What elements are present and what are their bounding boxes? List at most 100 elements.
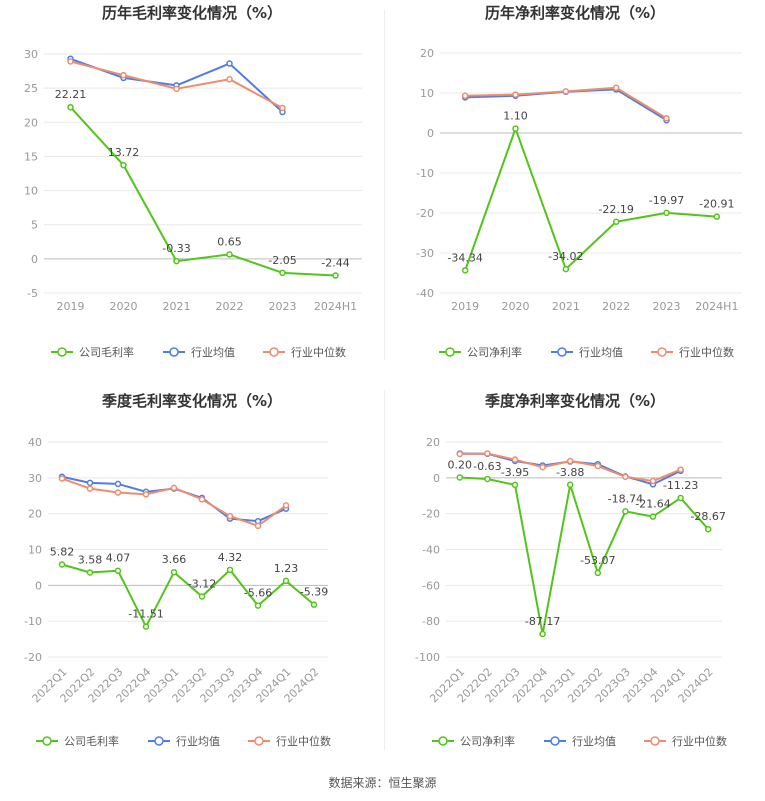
legend-swatch-marker (650, 736, 660, 746)
y-tick-label: 20 (28, 508, 42, 521)
data-label: 0.20 (448, 458, 473, 471)
data-point-company (713, 213, 721, 220)
data-label: -19.97 (649, 194, 684, 207)
legend-item-industry_avg: 行业均值 (551, 346, 623, 359)
data-point-company (279, 269, 286, 277)
chart-title: 历年净利率变化情况（%） (485, 4, 665, 22)
chart-panel-3: 季度毛利率变化情况（%）-20-100102030402022Q12022Q22… (24, 392, 331, 748)
data-point-industry_median (566, 457, 574, 465)
data-point-company (173, 257, 180, 265)
legend-item-industry_avg: 行业均值 (163, 346, 235, 359)
legend-swatch-marker (438, 736, 448, 746)
data-label: -5.39 (300, 586, 328, 599)
data-label: -5.66 (244, 587, 272, 600)
data-label: -22.19 (598, 203, 633, 216)
data-label: -34.02 (548, 250, 583, 263)
legend-item-company: 公司毛利率 (51, 345, 134, 359)
x-tick-label: 2024H1 (695, 300, 738, 313)
data-point-company (86, 569, 94, 576)
y-tick-label: -5 (27, 287, 38, 300)
legend-swatch-marker (550, 736, 560, 746)
x-tick-label: 2021 (163, 300, 191, 313)
series-line-company (61, 563, 315, 628)
vertical-divider-lower (384, 390, 385, 750)
y-tick-label: -10 (24, 615, 42, 628)
y-tick-label: 0 (31, 253, 38, 266)
data-point-industry_median (282, 502, 290, 509)
x-tick-label: 2019 (451, 300, 479, 313)
data-label: 1.10 (503, 110, 528, 123)
data-label: -28.67 (690, 510, 725, 523)
data-label: -3.95 (501, 466, 529, 479)
data-point-industry_median (279, 104, 286, 112)
data-point-industry_median (67, 58, 74, 65)
data-point-company (677, 494, 684, 502)
legend-item-industry_median: 行业中位数 (651, 345, 734, 359)
data-point-industry_median (170, 484, 178, 492)
data-point-company (332, 272, 339, 279)
legend-swatch-marker (557, 347, 567, 357)
data-label: -21.64 (635, 498, 670, 511)
data-point-company (594, 569, 602, 577)
series-line-industry_avg (61, 475, 287, 523)
data-label: -0.63 (473, 460, 501, 473)
chart-title: 历年毛利率变化情况（%） (102, 4, 282, 22)
data-point-industry_median (562, 88, 570, 95)
y-tick-label: 20 (420, 47, 434, 60)
legend-label: 公司净利率 (460, 734, 515, 748)
data-point-company (120, 161, 127, 169)
data-point-industry_median (120, 71, 127, 79)
y-tick-label: 40 (28, 436, 42, 449)
y-tick-label: -40 (416, 287, 434, 300)
data-label: 3.66 (162, 553, 187, 566)
legend-item-industry_avg: 行业均值 (148, 735, 220, 748)
data-point-industry_median (198, 496, 206, 503)
series-line-company (464, 127, 717, 271)
data-point-company (67, 103, 74, 111)
data-point-industry_median (512, 91, 519, 98)
y-tick-label: 0 (427, 127, 434, 140)
legend-item-industry_median: 行业中位数 (644, 734, 727, 748)
x-tick-label: 2020 (502, 300, 530, 313)
y-tick-label: 25 (24, 82, 38, 95)
data-point-company (622, 508, 629, 515)
data-label: 1.23 (274, 562, 299, 575)
data-point-industry_median (663, 114, 670, 122)
x-tick-label: 2020 (110, 300, 138, 313)
data-point-company (142, 623, 150, 630)
data-point-company (663, 209, 670, 217)
legend-label: 公司毛利率 (64, 734, 119, 748)
legend-label: 行业中位数 (672, 734, 727, 748)
data-point-industry_median (58, 475, 66, 482)
legend-swatch-marker (42, 736, 52, 746)
y-tick-label: -40 (422, 544, 440, 557)
data-point-company (484, 475, 491, 483)
data-point-industry_median (622, 473, 629, 481)
y-tick-label: 30 (28, 472, 42, 485)
data-point-company (114, 567, 122, 574)
legend-swatch-marker (254, 736, 264, 746)
y-tick-label: -20 (416, 207, 434, 220)
y-tick-label: 20 (426, 436, 440, 449)
data-source: 数据来源：恒生聚源 (328, 776, 437, 790)
legend-label: 行业中位数 (276, 734, 331, 748)
legend-swatch-marker (57, 347, 67, 357)
data-point-industry_median (226, 512, 234, 520)
data-point-company (511, 481, 519, 489)
y-tick-label: 10 (420, 87, 434, 100)
chart-panel-1: 历年毛利率变化情况（%） -5 0 5 10 15 20 25 30 2019 2020 2021 20… (24, 4, 362, 359)
y-tick-label: 0 (433, 472, 440, 485)
data-label: -2.44 (321, 257, 349, 270)
x-tick-label: 2019 (57, 300, 85, 313)
data-point-industry_avg (114, 480, 122, 488)
legend-item-industry_avg: 行业均值 (544, 735, 616, 748)
data-point-company (282, 577, 290, 585)
legend: 公司净利率 行业均值 行业中位数 (432, 734, 727, 748)
x-tick-label: 2023 (269, 300, 297, 313)
x-tick-label: 2022 (602, 300, 630, 313)
data-point-company (170, 568, 178, 576)
legend-item-industry_median: 行业中位数 (263, 345, 346, 359)
data-label: -3.12 (188, 578, 216, 591)
data-point-industry_median (677, 466, 684, 473)
